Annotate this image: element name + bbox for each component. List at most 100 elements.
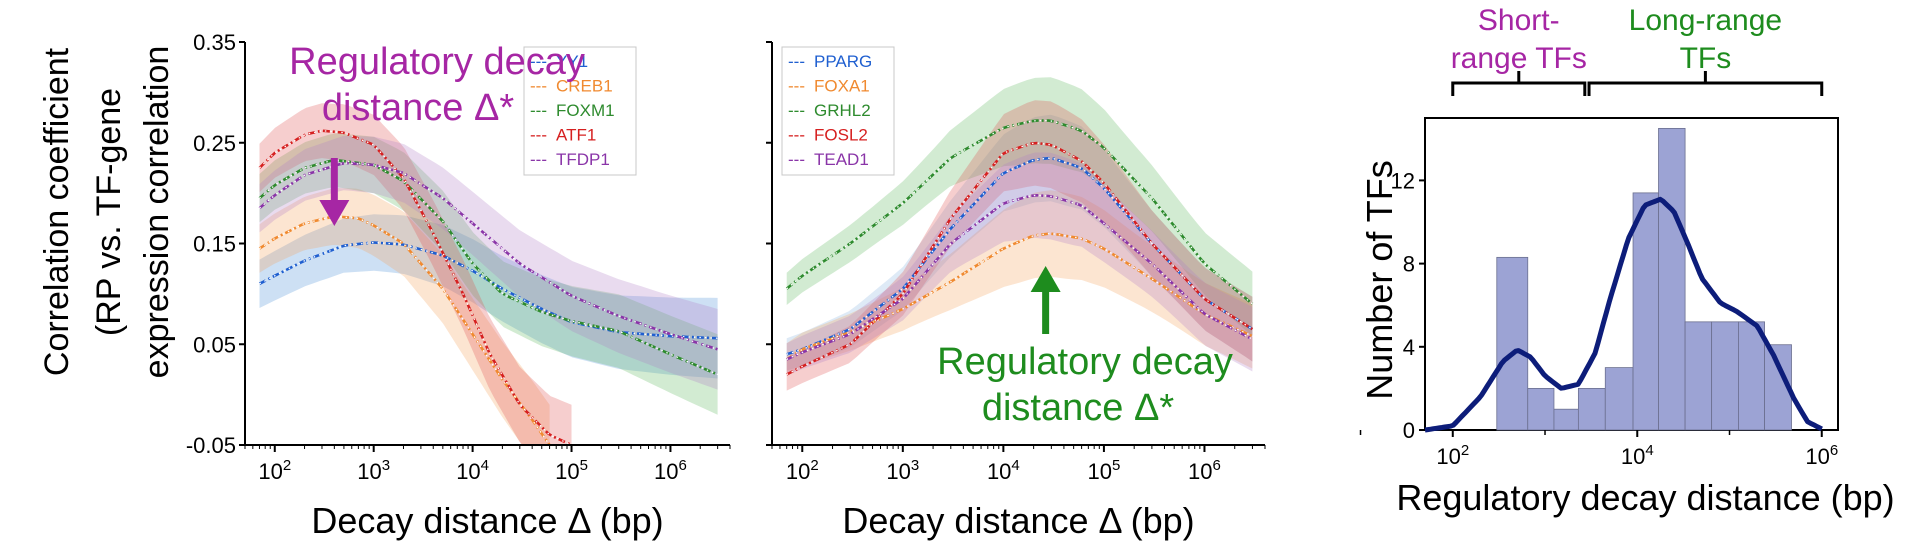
plot-area-left: [258, 103, 719, 445]
annotation-line1: Regulatory decay: [937, 341, 1233, 383]
legend-marker-PPARG: ---: [788, 52, 805, 71]
left-panel: 0.35 0.25 0.15 0.05 -0.05 102 103 104 105 106 Deca…: [186, 30, 731, 541]
band-FOSL2: [786, 100, 1253, 391]
band-TFDP1: [259, 135, 718, 390]
legend-marker-FOSL2: ---: [788, 126, 805, 145]
legend-marker-TFDP1: ---: [530, 150, 547, 169]
x-tick-label: 103: [886, 457, 919, 484]
x-axis-label: Decay distance Δ (bp): [842, 500, 1194, 541]
legend-box: [523, 46, 637, 176]
series-dots-FOXM1: [259, 159, 718, 376]
x-axis-label: Decay distance Δ (bp): [311, 500, 663, 541]
group-label-line2: range TFs: [1451, 42, 1587, 75]
band-FOXA1: [786, 190, 1253, 376]
x-tick-label: 104: [1621, 442, 1654, 469]
legend-box: [781, 46, 895, 176]
group-label-line1: Short-: [1478, 4, 1560, 37]
y-axis-title-line1: Correlation coefficient: [38, 47, 76, 376]
band-TEAD1: [786, 152, 1253, 376]
bracket-line: [1587, 81, 1824, 96]
x-axis-label: Regulatory decay distance (bp): [1396, 477, 1894, 518]
x-tick-label: 104: [456, 457, 489, 484]
series-line-TFDP1: [258, 161, 718, 351]
legend-marker-CREB1: ---: [530, 77, 547, 96]
band-YY1: [259, 214, 718, 379]
legend-entry-FOXA1: FOXA1: [814, 77, 870, 96]
x-tick-label: 102: [786, 457, 819, 484]
band-CREB1: [259, 188, 550, 445]
legend-entry-YY1: YY1: [556, 52, 588, 71]
series-line-FOXA1: [785, 232, 1253, 361]
series-dots-CREB1: [259, 215, 551, 445]
legend-entry-GRHL2: GRHL2: [814, 101, 871, 120]
legend-entry-PPARG: PPARG: [814, 52, 872, 71]
series-line-FOSL2: [786, 141, 1254, 376]
plot-area-middle: [785, 77, 1254, 391]
x-tick-label: 102: [1436, 442, 1469, 469]
legend-marker-FOXA1: ---: [788, 77, 805, 96]
x-tick-label: 106: [1805, 442, 1838, 469]
legend-marker-TEAD1: ---: [788, 150, 805, 169]
histogram-bar: [1496, 256, 1529, 431]
band-FOXM1: [259, 133, 718, 415]
legend-entry-FOSL2: FOSL2: [814, 126, 868, 145]
y-tick-label: 12: [1391, 168, 1415, 193]
right-panel: 0 4 8 12 102 104 106 Regulatory decay distance …: [1359, 4, 1895, 518]
x-tick-label: 105: [555, 457, 588, 484]
annotation-line2: distance Δ*: [982, 387, 1174, 429]
series-line-PPARG: [786, 156, 1254, 356]
group-label-line1: Long-range: [1629, 4, 1782, 37]
series-line-TEAD1: [786, 193, 1253, 361]
bracket-line: [1451, 81, 1587, 96]
histogram-bar: [1711, 321, 1739, 431]
x-tick-label: 105: [1088, 457, 1121, 484]
x-tick-label: 106: [1188, 457, 1221, 484]
legend-entry-FOXM1: FOXM1: [556, 101, 615, 120]
histogram-bar: [1684, 321, 1713, 431]
x-tick-label: 103: [357, 457, 390, 484]
group-bracket-0: [1451, 71, 1587, 96]
histogram-bar: [1658, 127, 1686, 431]
legend-entry-TEAD1: TEAD1: [814, 150, 869, 169]
y-tick-label: 0.15: [193, 232, 236, 257]
annotation-line1: Regulatory decay: [289, 41, 585, 83]
y-tick-label: 0.05: [193, 332, 236, 357]
legend-marker-GRHL2: ---: [788, 101, 805, 120]
annotation-arrow-head: [1030, 266, 1061, 292]
y-tick-label: -0.05: [186, 433, 236, 458]
y-axis-title-line2: (RP vs. TF-gene: [90, 88, 128, 336]
annotation-arrow-head: [319, 200, 350, 226]
y-axis-title-line3: expression correlation: [138, 46, 176, 379]
x-tick-label: 104: [987, 457, 1020, 484]
histogram-bar: [1632, 192, 1659, 431]
histogram-bar: [1604, 367, 1634, 431]
y-tick-label: 0.35: [193, 30, 236, 55]
legend-marker-YY1: ---: [530, 52, 547, 71]
legend-marker-FOXM1: ---: [530, 101, 547, 120]
x-tick-label: 102: [258, 457, 291, 484]
legend-marker-ATF1: ---: [530, 126, 547, 145]
x-tick-label: 106: [654, 457, 687, 484]
y-tick-label: 0: [1403, 418, 1415, 443]
group-label-line2: TFs: [1680, 42, 1732, 75]
middle-panel: 102 103 104 105 106 Decay distance Δ (bp) --- P…: [766, 41, 1266, 541]
histogram-bar: [1527, 387, 1555, 431]
histogram-bar: [1577, 387, 1606, 431]
y-tick-label: 0.25: [193, 131, 236, 156]
legend-middle: --- PPARG --- FOXA1 --- GRHL2 --- FOSL2 --- TEAD1: [781, 46, 895, 176]
legend-left: --- YY1 --- CREB1 --- FOXM1 --- ATF1 --- TFDP1: [523, 46, 637, 176]
series-dots-ATF1: [259, 130, 572, 445]
histogram-bar: [1553, 408, 1579, 431]
y-tick-label: 8: [1403, 252, 1415, 277]
legend-entry-ATF1: ATF1: [556, 126, 596, 145]
legend-entry-TFDP1: TFDP1: [556, 150, 610, 169]
density-curve: [1424, 196, 1823, 433]
histogram-bar: [1738, 321, 1765, 431]
y-tick-label: 4: [1403, 335, 1415, 360]
band-PPARG: [786, 114, 1253, 371]
series-line-GRHL2: [785, 119, 1254, 305]
legend-entry-CREB1: CREB1: [556, 77, 613, 96]
y-axis-label: Number of TFs: [1359, 160, 1400, 399]
group-bracket-1: [1587, 71, 1824, 96]
